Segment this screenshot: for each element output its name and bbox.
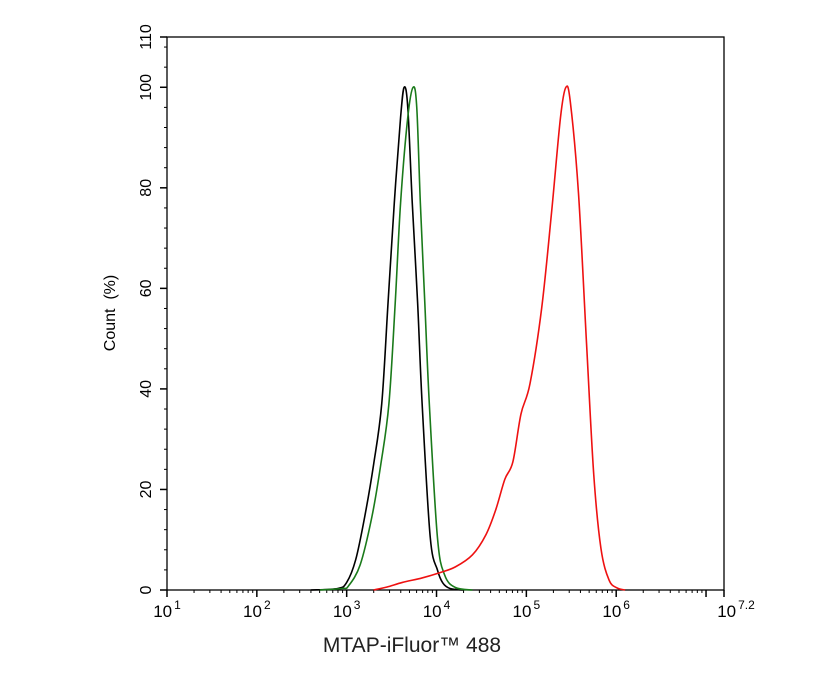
x-tick-label: 10 7.2 xyxy=(717,598,755,621)
y-axis-label: Count (%) xyxy=(102,275,119,351)
y-tick-label: 80 xyxy=(138,179,155,197)
y-tick-label: 20 xyxy=(138,480,155,498)
axes: 10 1 10 2 10 3 10 4 10 5 10 6 10 7.2 0 20 40 60 80 100 110 xyxy=(138,24,755,621)
y-tick-label: 40 xyxy=(138,380,155,398)
x-tick-label: 10 5 xyxy=(513,598,541,621)
histogram-series-1 xyxy=(310,86,464,591)
histogram-series-2 xyxy=(319,86,473,591)
x-tick-label: 10 4 xyxy=(423,598,451,621)
x-axis-label: MTAP-iFluor™ 488 xyxy=(323,634,501,657)
x-tick-label: 10 1 xyxy=(153,598,181,621)
y-tick-label: 100 xyxy=(138,74,155,101)
y-tick-label: 60 xyxy=(138,279,155,297)
x-tick-label: 10 6 xyxy=(602,598,630,621)
y-tick-label: 0 xyxy=(138,585,155,594)
x-tick-label: 10 2 xyxy=(243,598,271,621)
curves xyxy=(310,85,626,591)
y-tick-label: 110 xyxy=(138,24,155,50)
histogram-series-3 xyxy=(373,85,626,591)
plot-frame xyxy=(166,36,725,591)
x-tick-label: 10 3 xyxy=(333,598,361,621)
